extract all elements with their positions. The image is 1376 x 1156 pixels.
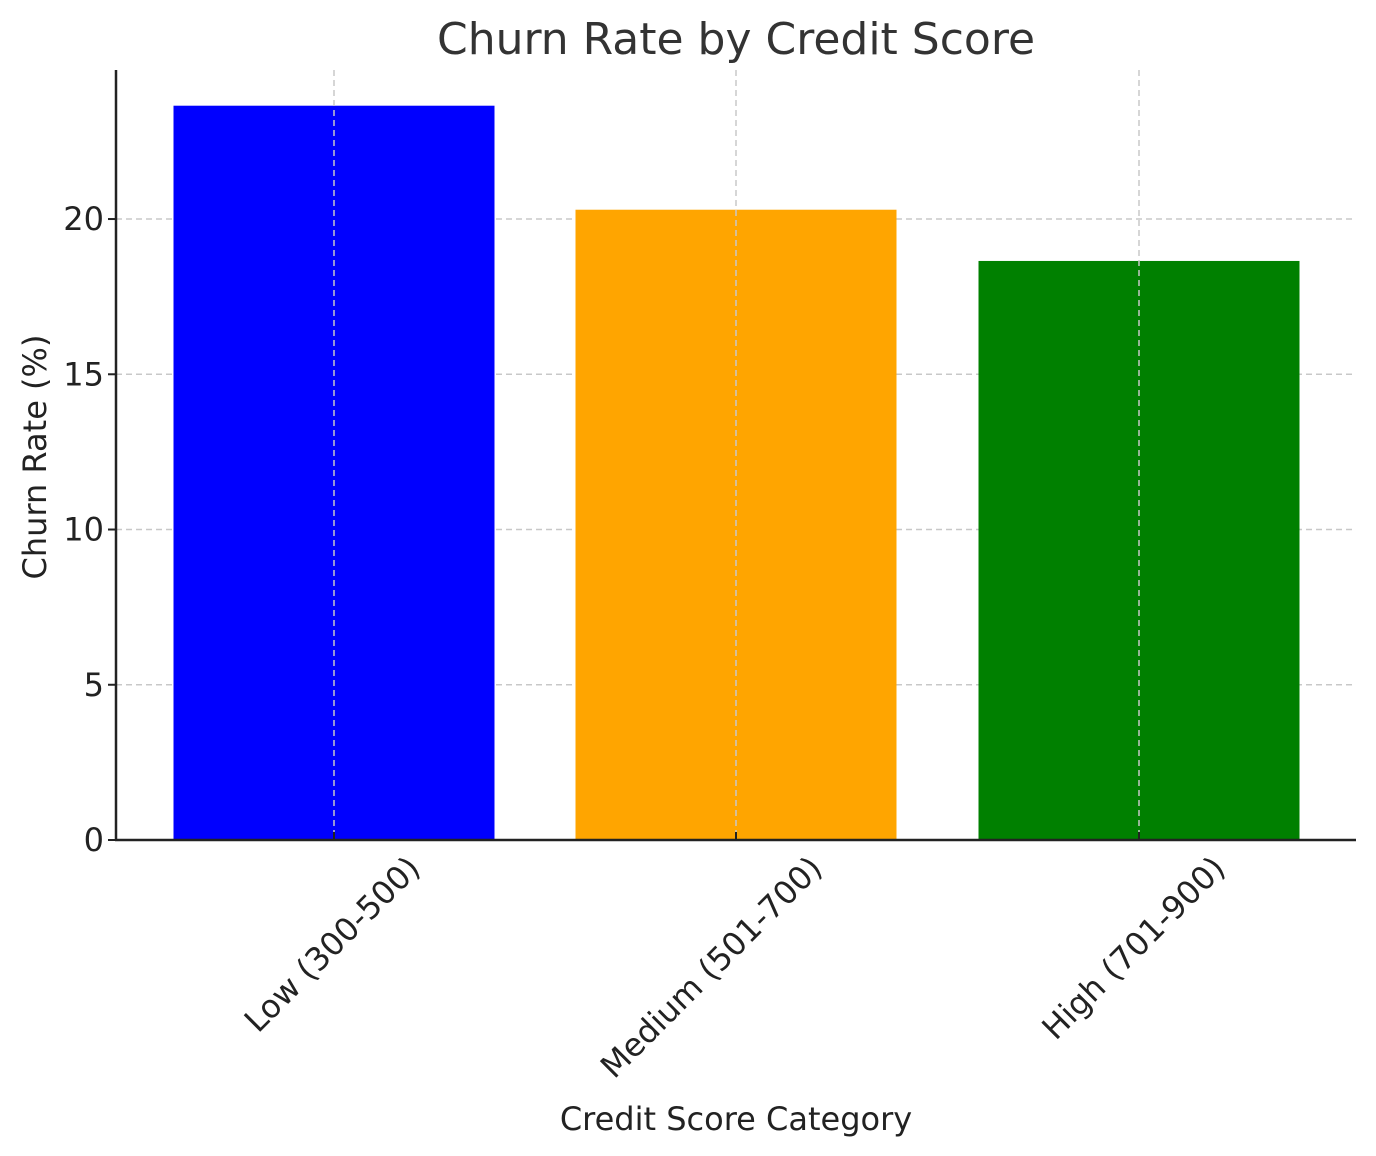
x-tick-label: Low (300-500) — [237, 849, 428, 1040]
x-tick-label: Medium (501-700) — [593, 849, 830, 1086]
x-tick-label: High (701-900) — [1034, 849, 1232, 1047]
vertical-grid-layer — [333, 70, 1140, 840]
x-axis-label: Credit Score Category — [560, 1100, 912, 1138]
y-tick-label: 0 — [84, 821, 104, 859]
y-tick-label: 20 — [63, 200, 104, 238]
y-axis-label: Churn Rate (%) — [16, 335, 54, 580]
y-tick-label: 5 — [84, 666, 104, 704]
y-tick-label: 10 — [63, 511, 104, 549]
y-tick-label: 15 — [63, 355, 104, 393]
chart-title: Churn Rate by Credit Score — [437, 14, 1035, 65]
